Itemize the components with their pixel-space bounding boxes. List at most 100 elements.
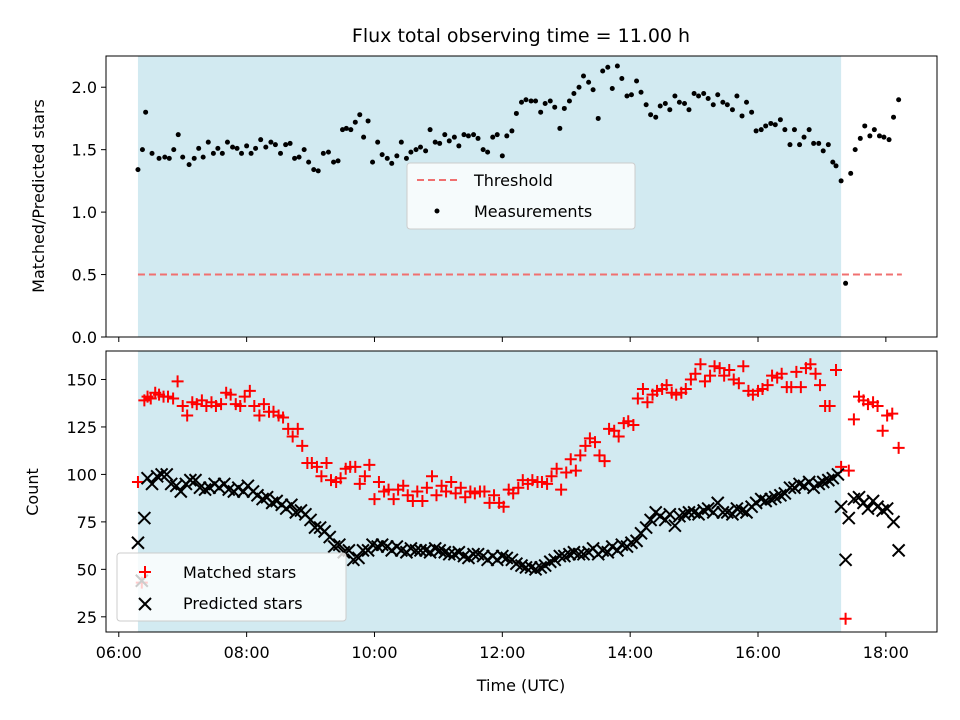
matched-star-point: [550, 462, 563, 475]
x-tick-label: 14:00: [607, 643, 653, 662]
matched-star-point: [468, 487, 481, 500]
measurement-point: [566, 98, 572, 104]
matched-star-point: [535, 476, 548, 489]
measurement-point: [614, 63, 620, 69]
measurement-point: [331, 159, 337, 165]
matched-star-point: [670, 388, 683, 401]
measurement-point: [624, 93, 630, 99]
bottom-y-tick-label: 150: [66, 370, 97, 389]
predicted-star-point: [303, 513, 318, 527]
measurement-point: [365, 118, 371, 124]
matched-star-point: [325, 474, 338, 487]
measurement-point: [701, 90, 707, 96]
matched-star-point: [353, 477, 366, 490]
measurement-point: [186, 162, 192, 168]
x-tick-label: 06:00: [96, 643, 142, 662]
measurement-point: [398, 139, 404, 145]
measurement-point: [758, 127, 764, 133]
predicted-star-point: [174, 484, 188, 499]
measurement-point: [643, 102, 649, 108]
measurement-point: [301, 147, 307, 153]
matched-star-point: [679, 382, 692, 395]
measurement-point: [862, 123, 868, 129]
measurement-point: [191, 155, 197, 161]
x-tick-label: 16:00: [735, 643, 781, 662]
measurement-point: [292, 155, 298, 161]
measurement-point: [244, 143, 250, 149]
measurement-point: [881, 134, 887, 140]
measurement-point: [278, 150, 284, 156]
measurement-point: [335, 158, 341, 164]
x-tick-label: 10:00: [351, 643, 397, 662]
matched-star-point: [372, 476, 385, 489]
predicted-star-point: [323, 530, 337, 544]
bottom-y-axis-label: Count: [23, 468, 42, 516]
matched-star-point: [454, 481, 467, 494]
measurement-point: [871, 127, 877, 133]
predicted-star-point: [255, 492, 270, 506]
predicted-star-point: [875, 503, 890, 518]
measurement-point: [215, 145, 221, 151]
matched-star-point: [814, 379, 827, 392]
legend-predicted-swatch: [138, 597, 152, 611]
legend-threshold-label: Threshold: [473, 171, 553, 190]
predicted-star-point: [428, 541, 442, 556]
matched-star-point: [545, 470, 558, 483]
predicted-star-point: [754, 492, 768, 506]
matched-star-point: [257, 398, 270, 411]
measurement-point: [340, 127, 346, 133]
top-y-tick-label: 0.0: [72, 328, 97, 347]
matched-star-point: [512, 481, 525, 494]
matched-star-point: [478, 485, 491, 498]
predicted-star-point: [356, 543, 370, 558]
measurement-point: [825, 142, 831, 148]
matched-star-point: [876, 424, 889, 437]
predicted-star-point: [629, 534, 644, 548]
matched-star-point: [732, 377, 745, 390]
measurement-point: [691, 90, 697, 96]
measurement-point: [499, 153, 505, 159]
matched-star-point: [794, 381, 807, 394]
matched-star-point: [636, 382, 649, 395]
measurement-point: [833, 163, 839, 169]
measurement-point: [538, 109, 544, 115]
matched-star-point: [593, 449, 606, 462]
x-tick-label: 12:00: [479, 643, 525, 662]
predicted-star-point: [543, 555, 557, 569]
top-y-tick-label: 1.5: [72, 141, 97, 160]
matched-star-point: [167, 392, 180, 405]
measurement-point: [465, 133, 471, 139]
measurement-point: [619, 75, 625, 81]
measurement-point: [791, 127, 797, 133]
measurement-point: [682, 100, 688, 106]
matched-star-point: [416, 494, 429, 507]
measurement-point: [576, 84, 582, 90]
measurement-point: [519, 99, 524, 105]
matched-star-point: [579, 439, 592, 452]
matched-star-point: [713, 362, 726, 375]
legend-predicted-label: Predicted stars: [183, 594, 303, 613]
matched-star-point: [131, 476, 144, 489]
bottom-plot-frame: [105, 350, 938, 633]
matched-star-point: [775, 367, 788, 380]
measurement-point: [513, 110, 519, 116]
matched-star-point: [310, 460, 323, 473]
measurement-point: [686, 107, 692, 113]
measurement-point: [886, 137, 892, 143]
measurement-point: [348, 127, 354, 133]
matched-star-point: [334, 472, 347, 485]
measurement-point: [432, 139, 438, 145]
measurement-point: [287, 140, 293, 146]
matched-star-point: [449, 487, 462, 500]
matched-star-point: [847, 413, 860, 426]
predicted-star-point: [886, 515, 901, 529]
predicted-star-point: [370, 539, 385, 554]
matched-star-point: [694, 358, 707, 371]
matched-star-point: [238, 390, 251, 403]
matched-star-point: [809, 367, 822, 380]
measurement-point: [196, 145, 202, 151]
matched-star-point: [631, 392, 644, 405]
measurement-point: [609, 85, 615, 91]
bottom-y-tick-label: 75: [77, 513, 97, 532]
matched-star-point: [387, 493, 400, 506]
